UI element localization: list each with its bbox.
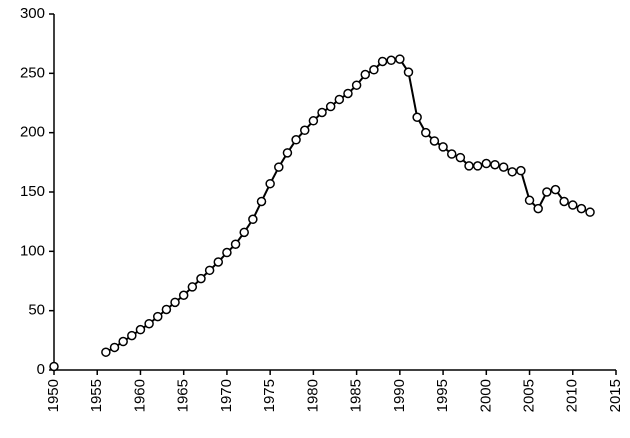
x-tick-label: 1965 [175, 379, 192, 412]
data-point [446, 149, 457, 159]
data-point [524, 195, 535, 206]
data-point [230, 239, 241, 249]
data-point [109, 342, 120, 353]
data-point [135, 324, 146, 335]
data-point [412, 112, 422, 122]
data-point [403, 67, 414, 77]
data-point [196, 273, 206, 284]
data-point [481, 158, 492, 169]
data-point [204, 265, 215, 276]
y-tick-label: 200 [20, 124, 45, 141]
data-point [170, 297, 180, 308]
data-point [282, 148, 293, 158]
data-point [343, 88, 353, 99]
y-tick-label: 250 [20, 64, 45, 81]
data-point [256, 196, 267, 207]
data-point [49, 361, 59, 372]
x-tick-label: 1975 [261, 379, 278, 412]
data-point [308, 116, 319, 126]
data-point [213, 257, 224, 267]
y-tick-label: 300 [20, 5, 45, 22]
data-point [421, 127, 431, 138]
data-point [334, 94, 345, 105]
data-point [118, 336, 128, 347]
y-tick-label: 100 [20, 242, 45, 259]
y-tick-label: 0 [37, 361, 45, 378]
data-point [161, 304, 172, 315]
data-point [369, 65, 379, 75]
data-point [568, 200, 578, 210]
y-tick-label: 50 [28, 302, 45, 319]
data-point [438, 142, 448, 152]
data-point [585, 207, 595, 217]
data-point [360, 69, 371, 80]
data-point [187, 282, 198, 292]
data-point [153, 311, 163, 322]
data-point [429, 136, 440, 146]
data-point [559, 196, 569, 207]
y-tick-label: 150 [20, 183, 45, 200]
data-point [395, 54, 405, 64]
data-point [464, 161, 474, 171]
data-point [265, 178, 275, 189]
x-tick-label: 1980 [304, 379, 321, 412]
data-point [351, 80, 362, 90]
data-point [299, 125, 310, 136]
data-point [325, 101, 336, 112]
x-tick-label: 1950 [45, 379, 62, 412]
x-tick-label: 1955 [88, 379, 105, 412]
data-point [507, 167, 517, 177]
x-tick-label: 1990 [391, 379, 408, 412]
data-point [472, 161, 483, 171]
data-point [490, 159, 500, 170]
data-point [291, 135, 301, 145]
x-tick-label: 2015 [607, 379, 624, 412]
x-tick-label: 1970 [218, 379, 235, 412]
data-line [105, 58, 591, 354]
data-point [516, 165, 526, 176]
data-point [101, 347, 111, 357]
data-point [144, 318, 154, 329]
data-point [533, 203, 543, 214]
data-point [248, 214, 258, 225]
data-point [498, 162, 509, 172]
data-point [274, 162, 284, 172]
data-point [317, 107, 327, 118]
data-point [239, 227, 249, 238]
data-point [550, 184, 561, 195]
data-point [127, 330, 137, 341]
data-point [455, 152, 466, 163]
x-tick-label: 1995 [434, 379, 451, 412]
data-point [178, 290, 189, 300]
x-tick-label: 2000 [477, 379, 494, 412]
data-point [222, 247, 232, 258]
data-point [576, 203, 587, 214]
data-point [542, 187, 552, 197]
x-tick-label: 2010 [564, 379, 581, 412]
x-tick-label: 2005 [521, 379, 538, 412]
x-tick-label: 1985 [348, 379, 365, 412]
data-point [386, 55, 396, 66]
data-point [377, 56, 388, 67]
x-tick-label: 1960 [131, 379, 148, 412]
